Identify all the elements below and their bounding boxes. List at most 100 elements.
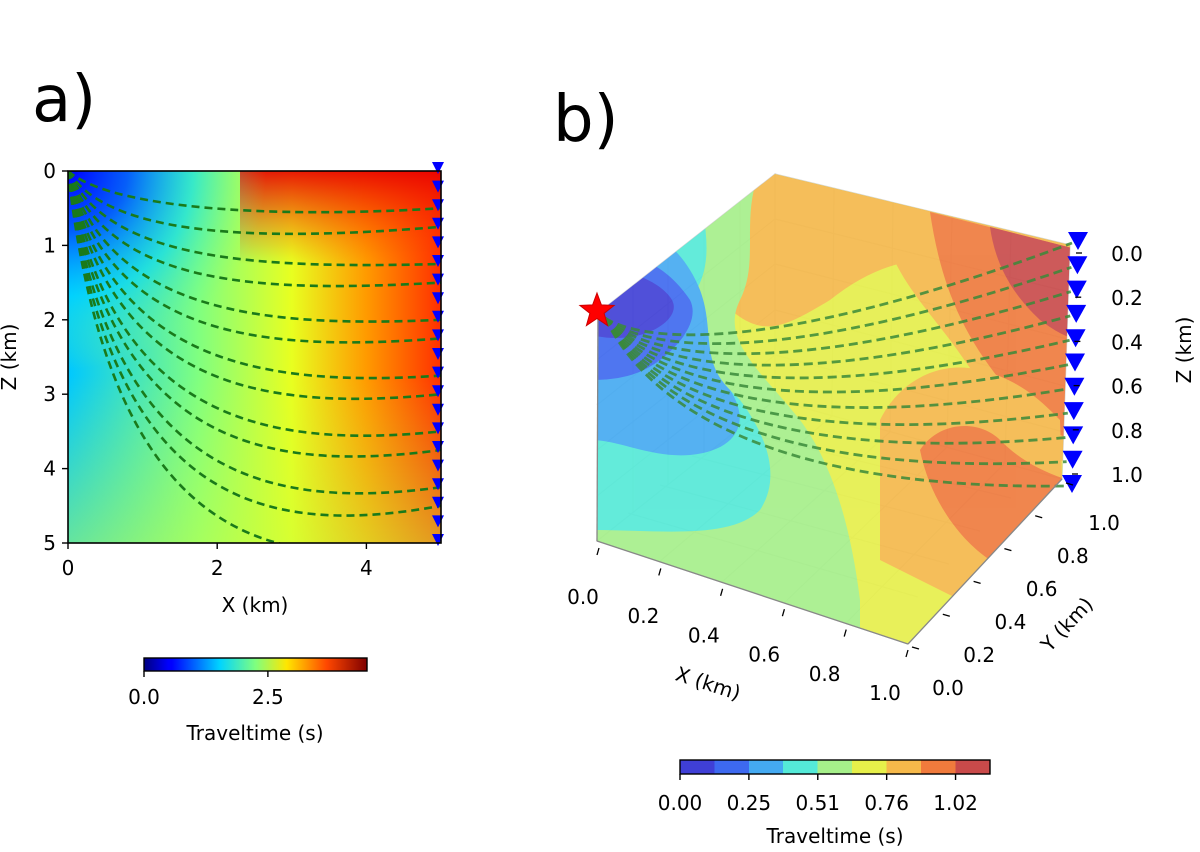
receiver-marker-3d <box>1065 329 1086 348</box>
colorbar-b-label: Traveltime (s) <box>765 824 903 848</box>
colorbar-b: 0.00 0.25 0.51 0.76 1.02 Traveltime (s) <box>658 759 991 848</box>
raypath <box>68 171 441 288</box>
colorbar-b-tick-label: 0.76 <box>864 791 909 815</box>
raypath <box>68 171 441 323</box>
receiver-marker-3d <box>1062 475 1082 493</box>
3d-axis-ticks: 0.00.20.40.60.81.0 0.00.20.40.60.81.00.00… <box>567 242 1143 705</box>
y-tick-mark-3d <box>942 613 950 617</box>
colorbar-tick-label: 2.5 <box>252 685 284 709</box>
y-tick-label: 1 <box>43 233 56 257</box>
x-tick-label-3d: 0.2 <box>627 604 659 628</box>
y-tick-mark-3d <box>1004 547 1012 552</box>
x-tick-mark-3d <box>596 547 600 556</box>
y-tick-label: 3 <box>43 382 56 406</box>
y-tick-label-3d: 0.8 <box>1057 544 1089 568</box>
raypaths <box>68 171 441 543</box>
x-axis-label-3d: X (km) <box>673 662 744 705</box>
3d-axes-edges <box>596 312 1063 645</box>
raypath-3d <box>603 314 1071 367</box>
x-tick-label: 4 <box>360 556 373 580</box>
z-tick-label-3d: 0.8 <box>1111 419 1143 443</box>
colorbar-b-tick-label: 1.02 <box>933 791 978 815</box>
receivers-3d <box>1062 232 1088 493</box>
raypath-3d <box>603 317 1068 426</box>
panel-a-label: a) <box>32 63 97 137</box>
x-tick-mark-3d <box>843 629 847 637</box>
receiver-marker-3d <box>1065 353 1085 372</box>
y-tick-label-3d: 0.4 <box>994 610 1026 634</box>
x-tick-label: 2 <box>211 556 224 580</box>
x-tick-mark-3d <box>905 649 909 658</box>
y-tick-label: 4 <box>43 457 56 481</box>
raypath-3d <box>603 317 1068 445</box>
receiver-marker-3d <box>1068 232 1088 250</box>
x-tick-label-3d: 0.4 <box>688 623 720 647</box>
y-axis-label-3d: Y (km) <box>1035 592 1098 657</box>
colorbar-b-tick-label: 0.25 <box>727 791 772 815</box>
receiver-marker-3d <box>1066 280 1087 299</box>
receiver-marker-3d <box>1063 402 1084 421</box>
z-tick-label-3d: 0.4 <box>1111 330 1143 354</box>
x-tick-label-3d: 0.0 <box>567 585 599 609</box>
source-star <box>578 291 616 327</box>
x-axis: 0 2 4 <box>62 543 373 580</box>
raypath <box>68 171 441 267</box>
x-tick-label-3d: 1.0 <box>869 681 901 705</box>
x-axis-label: X (km) <box>222 593 289 617</box>
receiver-marker-3d <box>1064 377 1085 396</box>
receiver-marker-3d <box>1066 304 1087 323</box>
raypath-3d <box>604 241 1073 337</box>
y-tick-label-3d: 0.2 <box>963 643 995 667</box>
raypath <box>68 171 441 517</box>
colorbar-b-tick-label: 0.00 <box>658 791 703 815</box>
receiver-marker-3d <box>1063 426 1084 445</box>
y-tick-label: 0 <box>43 159 56 183</box>
raypath-3d <box>603 317 1070 394</box>
y-tick-label: 5 <box>43 531 56 555</box>
colorbar-a: 0.0 2.5 Traveltime (s) <box>128 657 368 745</box>
y-tick-mark-3d <box>911 646 920 650</box>
x-tick-mark-3d <box>719 588 724 596</box>
x-tick-mark-3d <box>781 609 786 617</box>
colorbar-b-tick-label: 0.51 <box>796 791 841 815</box>
colorbar-a-label: Traveltime (s) <box>185 721 323 745</box>
y-axis: 0 1 2 3 4 5 <box>43 159 68 555</box>
raypath-3d <box>603 317 1067 466</box>
traveltime-field <box>68 171 441 543</box>
receiver-marker-3d <box>1067 256 1088 275</box>
y-tick-mark-3d <box>973 580 981 585</box>
raypath <box>68 171 441 236</box>
panel-b-label: b) <box>553 83 619 157</box>
x-tick-mark-3d <box>658 568 662 576</box>
raypaths-3d <box>603 241 1073 488</box>
x-tick-label-3d: 0.6 <box>748 643 780 667</box>
y-axis-label: Z (km) <box>0 324 21 391</box>
x-tick-label-3d: 0.8 <box>809 662 841 686</box>
panel-a-chart: 0 2 4 0 1 2 3 4 5 X (km) Z (km) 0.0 2.5 Travelti… <box>0 159 444 745</box>
raypath-3d <box>603 317 1070 380</box>
raypath <box>68 171 441 344</box>
raypath-3d <box>603 317 1067 488</box>
traveltime-contours <box>597 174 1070 644</box>
receiver-marker <box>432 162 444 174</box>
y-tick-mark-3d <box>1035 515 1043 519</box>
raypath <box>68 171 441 437</box>
raypath <box>68 171 441 214</box>
z-tick-label-3d: 0.0 <box>1111 242 1143 266</box>
z-axis-label-3d: Z (km) <box>1172 317 1196 384</box>
y-tick-label: 2 <box>43 308 56 332</box>
y-tick-label-3d: 0.0 <box>932 676 964 700</box>
z-tick-label-3d: 0.2 <box>1111 286 1143 310</box>
raypath-3d <box>603 317 1069 409</box>
x-tick-label: 0 <box>62 556 75 580</box>
z-tick-label-3d: 1.0 <box>1111 463 1143 487</box>
y-tick-label-3d: 1.0 <box>1088 511 1120 535</box>
raypath <box>68 171 441 543</box>
y-tick-label-3d: 0.6 <box>1026 577 1058 601</box>
y-tick-mark-3d <box>1065 482 1074 486</box>
raypath <box>68 171 441 401</box>
raypath-3d <box>604 265 1072 345</box>
z-tick-label-3d: 0.6 <box>1111 375 1143 399</box>
receiver-marker-3d <box>1062 450 1083 469</box>
colorbar-tick-label: 0.0 <box>128 685 160 709</box>
